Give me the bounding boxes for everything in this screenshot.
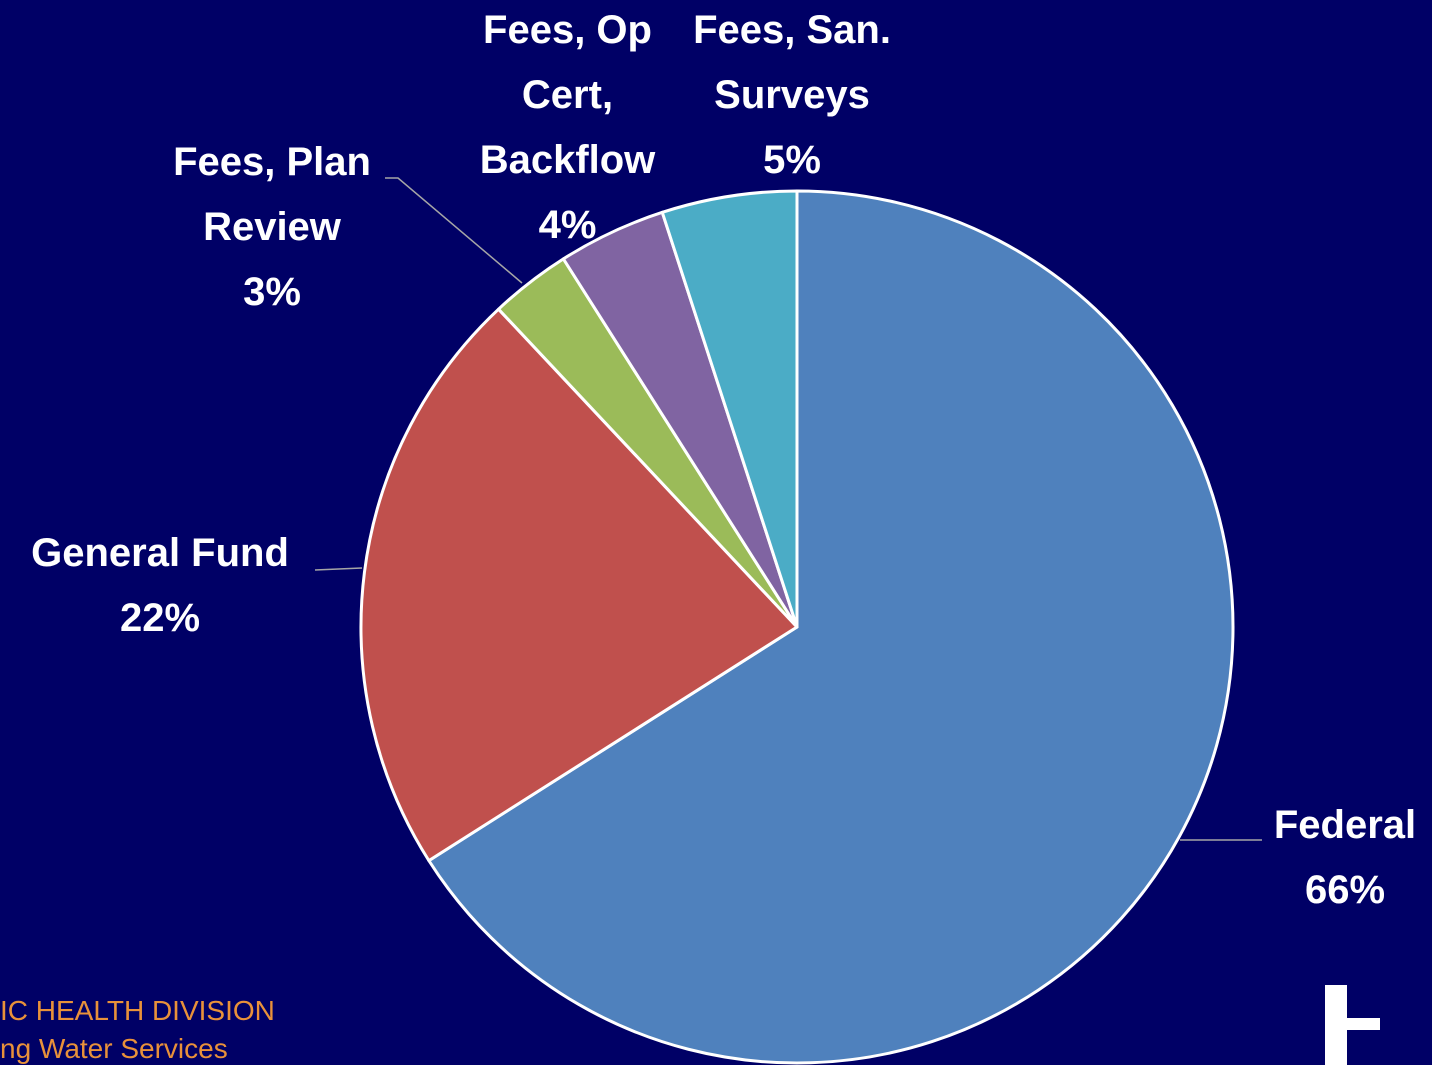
slice-label: Fees, Op Cert, Backflow 4% xyxy=(460,0,675,258)
footer-text: IC HEALTH DIVISION xyxy=(0,995,275,1026)
slice-label: Fees, Plan Review 3% xyxy=(157,130,387,325)
category-name: Fees, Op Cert, Backflow xyxy=(479,8,656,182)
slice-label: Fees, San. Surveys 5% xyxy=(677,0,907,193)
value-label: 5% xyxy=(763,138,821,182)
category-name: Fees, Plan Review xyxy=(173,140,371,249)
value-label: 66% xyxy=(1304,868,1386,912)
leader-line xyxy=(314,567,363,571)
value-label: 4% xyxy=(538,203,597,247)
category-name: Federal xyxy=(1273,803,1417,847)
value-label: 22% xyxy=(119,596,201,640)
category-name: General Fund xyxy=(31,531,289,575)
leader-line xyxy=(385,177,523,284)
value-label: 3% xyxy=(243,270,301,314)
slice-label: General Fund 22% xyxy=(0,521,320,651)
pie-slice xyxy=(359,307,799,863)
footer-text: ng Water Services xyxy=(0,1033,228,1064)
category-name: Fees, San. Surveys xyxy=(693,8,891,117)
slice-label: Federal 66% xyxy=(1260,793,1430,923)
pie-slice xyxy=(660,189,799,629)
logo-shape xyxy=(1325,985,1380,1065)
pie-slice xyxy=(427,189,1235,1065)
